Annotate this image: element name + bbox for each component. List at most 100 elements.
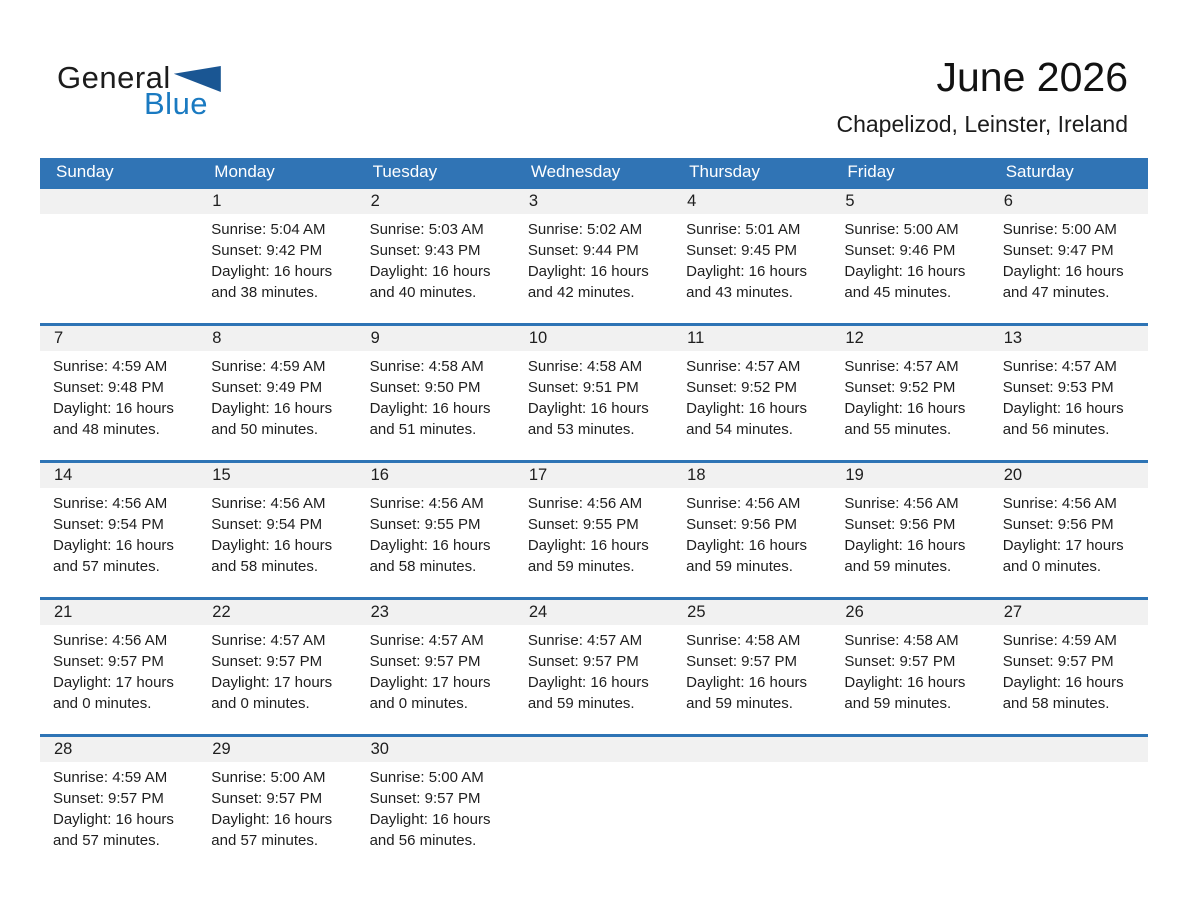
day-number: 1 — [198, 189, 357, 214]
sunrise-text: Sunrise: 4:58 AM — [844, 632, 959, 649]
daylight-minutes-text: and 43 minutes. — [686, 284, 793, 301]
day-details: Sunrise: 4:56 AM Sunset: 9:56 PM Daylight:… — [831, 488, 989, 577]
daylight-minutes-text: and 40 minutes. — [369, 284, 477, 301]
day-number — [673, 737, 832, 762]
daylight-hours-text: Daylight: 16 hours — [844, 674, 966, 691]
day-cell-9: 9 Sunrise: 4:58 AM Sunset: 9:50 PM Daylight… — [356, 326, 515, 460]
weekday-header-monday: Monday — [214, 162, 275, 181]
sunrise-text: Sunrise: 4:57 AM — [686, 358, 801, 375]
day-details: Sunrise: 4:56 AM Sunset: 9:54 PM Daylight:… — [198, 488, 356, 577]
daylight-hours-text: Daylight: 17 hours — [369, 674, 491, 691]
day-number: 10 — [514, 326, 674, 351]
sunrise-text: Sunrise: 5:00 AM — [844, 221, 959, 238]
sunset-text: Sunset: 9:54 PM — [211, 516, 323, 533]
daylight-hours-text: Daylight: 16 hours — [211, 400, 333, 417]
day-details: Sunrise: 4:56 AM Sunset: 9:54 PM Daylight:… — [40, 488, 198, 577]
daylight-minutes-text: and 57 minutes. — [53, 558, 160, 575]
sunrise-text: Sunrise: 4:57 AM — [211, 632, 326, 649]
sunset-text: Sunset: 9:53 PM — [1002, 379, 1114, 396]
day-number: 11 — [673, 326, 832, 351]
day-details: Sunrise: 5:04 AM Sunset: 9:42 PM Daylight:… — [198, 214, 356, 303]
daylight-minutes-text: and 45 minutes. — [844, 284, 952, 301]
sunrise-text: Sunrise: 5:00 AM — [1002, 221, 1117, 238]
day-number: 8 — [198, 326, 357, 351]
day-cell-21: 21 Sunrise: 4:56 AM Sunset: 9:57 PM Dayligh… — [40, 600, 199, 734]
general-blue-logo: General Blue — [57, 55, 221, 119]
day-cell-empty — [989, 737, 1148, 871]
day-details: Sunrise: 4:59 AM Sunset: 9:48 PM Daylight:… — [40, 351, 198, 440]
sunrise-text: Sunrise: 4:57 AM — [527, 632, 643, 649]
sunset-text: Sunset: 9:44 PM — [527, 242, 639, 259]
day-cell-empty — [831, 737, 990, 871]
day-number: 28 — [40, 737, 199, 762]
title-block: June 2026 Chapelizod, Leinster, Ireland — [836, 54, 1148, 138]
day-number: 4 — [673, 189, 832, 214]
daylight-hours-text: Daylight: 16 hours — [211, 537, 333, 554]
day-number — [989, 737, 1148, 762]
day-number: 22 — [198, 600, 357, 625]
daylight-minutes-text: and 0 minutes. — [369, 695, 468, 712]
day-cell-3: 3 Sunrise: 5:02 AM Sunset: 9:44 PM Daylight… — [514, 189, 674, 323]
day-cell-8: 8 Sunrise: 4:59 AM Sunset: 9:49 PM Daylight… — [198, 326, 357, 460]
weekday-header-sunday: Sunday — [56, 162, 114, 181]
weekday-header-row: Sunday Monday Tuesday Wednesday Thursday Frid… — [40, 158, 1148, 186]
day-cell-28: 28 Sunrise: 4:59 AM Sunset: 9:57 PM Dayligh… — [40, 737, 199, 871]
day-cell-15: 15 Sunrise: 4:56 AM Sunset: 9:54 PM Dayligh… — [198, 463, 357, 597]
daylight-minutes-text: and 56 minutes. — [369, 832, 477, 849]
sunset-text: Sunset: 9:52 PM — [844, 379, 956, 396]
sunset-text: Sunset: 9:49 PM — [211, 379, 323, 396]
sunset-text: Sunset: 9:56 PM — [844, 516, 956, 533]
day-number: 6 — [989, 189, 1148, 214]
daylight-hours-text: Daylight: 16 hours — [1002, 263, 1124, 280]
day-cell-6: 6 Sunrise: 5:00 AM Sunset: 9:47 PM Daylight… — [989, 189, 1148, 323]
sunrise-text: Sunrise: 4:59 AM — [1002, 632, 1117, 649]
sunset-text: Sunset: 9:57 PM — [1002, 653, 1114, 670]
day-details: Sunrise: 5:00 AM Sunset: 9:46 PM Daylight:… — [831, 214, 989, 303]
day-number: 21 — [40, 600, 199, 625]
day-cell-12: 12 Sunrise: 4:57 AM Sunset: 9:52 PM Dayligh… — [831, 326, 990, 460]
day-number: 17 — [514, 463, 674, 488]
sunset-text: Sunset: 9:51 PM — [527, 379, 639, 396]
day-details: Sunrise: 4:57 AM Sunset: 9:57 PM Daylight:… — [357, 625, 515, 714]
sunset-text: Sunset: 9:55 PM — [527, 516, 639, 533]
day-cell-16: 16 Sunrise: 4:56 AM Sunset: 9:55 PM Dayligh… — [356, 463, 515, 597]
calendar-table: Sunday Monday Tuesday Wednesday Thursday Frid… — [40, 158, 1148, 871]
daylight-hours-text: Daylight: 17 hours — [211, 674, 333, 691]
day-cell-1: 1 Sunrise: 5:04 AM Sunset: 9:42 PM Daylight… — [198, 189, 357, 323]
day-number: 29 — [198, 737, 357, 762]
sunrise-text: Sunrise: 4:56 AM — [369, 495, 484, 512]
day-number: 30 — [356, 737, 515, 762]
day-details: Sunrise: 4:57 AM Sunset: 9:57 PM Daylight:… — [198, 625, 356, 714]
week-row-2: 7 Sunrise: 4:59 AM Sunset: 9:48 PM Daylight… — [40, 323, 1148, 460]
sunrise-text: Sunrise: 4:58 AM — [369, 358, 484, 375]
day-details: Sunrise: 5:03 AM Sunset: 9:43 PM Daylight:… — [357, 214, 515, 303]
daylight-minutes-text: and 59 minutes. — [686, 558, 793, 575]
day-number: 7 — [40, 326, 199, 351]
sunset-text: Sunset: 9:54 PM — [53, 516, 164, 533]
day-number — [514, 737, 674, 762]
day-number: 26 — [831, 600, 990, 625]
page-header: General Blue June 2026 Chapelizod, Leins… — [40, 54, 1148, 158]
day-cell-empty — [673, 737, 832, 871]
daylight-hours-text: Daylight: 16 hours — [369, 811, 491, 828]
day-cell-13: 13 Sunrise: 4:57 AM Sunset: 9:53 PM Dayligh… — [989, 326, 1148, 460]
sunset-text: Sunset: 9:57 PM — [53, 653, 164, 670]
calendar-body: 1 Sunrise: 5:04 AM Sunset: 9:42 PM Daylight… — [40, 186, 1148, 871]
day-number: 25 — [673, 600, 832, 625]
day-details: Sunrise: 5:00 AM Sunset: 9:47 PM Daylight:… — [990, 214, 1148, 303]
day-cell-27: 27 Sunrise: 4:59 AM Sunset: 9:57 PM Dayligh… — [989, 600, 1148, 734]
sunrise-text: Sunrise: 5:00 AM — [369, 769, 484, 786]
day-number: 16 — [356, 463, 515, 488]
day-number: 18 — [673, 463, 832, 488]
sunrise-text: Sunrise: 4:58 AM — [686, 632, 801, 649]
daylight-minutes-text: and 42 minutes. — [527, 284, 635, 301]
sunrise-text: Sunrise: 4:59 AM — [53, 358, 168, 375]
day-number: 5 — [831, 189, 990, 214]
daylight-hours-text: Daylight: 16 hours — [53, 811, 174, 828]
day-details: Sunrise: 4:59 AM Sunset: 9:57 PM Daylight:… — [40, 762, 198, 851]
day-details: Sunrise: 5:01 AM Sunset: 9:45 PM Daylight:… — [673, 214, 831, 303]
day-cell-empty — [40, 189, 199, 323]
daylight-hours-text: Daylight: 16 hours — [1002, 400, 1124, 417]
day-details: Sunrise: 4:58 AM Sunset: 9:57 PM Daylight:… — [831, 625, 989, 714]
